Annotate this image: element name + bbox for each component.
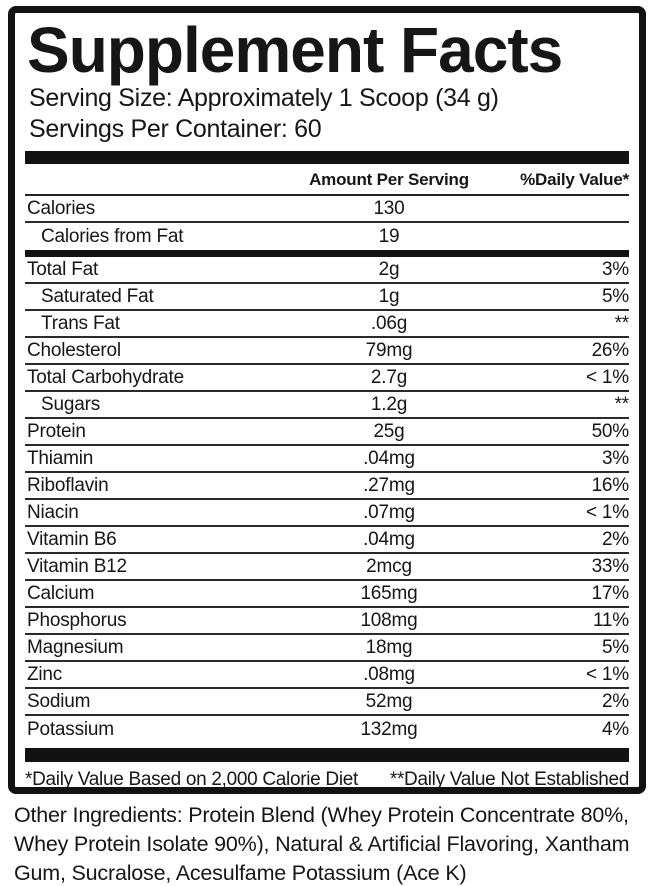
nutrient-name: Magnesium xyxy=(27,636,124,658)
not-established-footnote: **Daily Value Not Established xyxy=(389,769,629,790)
nutrient-name: Calories xyxy=(27,197,96,219)
top-divider-bar xyxy=(25,151,629,164)
nutrient-amount: 2mcg xyxy=(366,555,412,577)
footnotes-row: *Daily Value Based on 2,000 Calorie Diet… xyxy=(25,762,629,791)
nutrient-amount: 2g xyxy=(378,258,400,280)
nutrient-name: Calories from Fat xyxy=(41,225,184,247)
supplement-facts-panel: Supplement Facts Serving Size: Approxima… xyxy=(8,6,646,794)
nutrient-name: Sodium xyxy=(27,690,91,712)
nutrient-name: Vitamin B6 xyxy=(27,528,117,550)
nutrient-row: Trans Fat .06g ** xyxy=(25,311,629,338)
nutrient-name: Thiamin xyxy=(27,447,94,469)
nutrient-amount: 130 xyxy=(373,197,405,219)
nutrient-amount: 108mg xyxy=(360,609,418,631)
nutrient-name: Calcium xyxy=(27,582,95,604)
nutrient-row: Magnesium 18mg 5% xyxy=(25,635,629,662)
nutrient-amount: 25g xyxy=(373,420,405,442)
mid-divider-bar xyxy=(25,250,629,257)
nutrient-daily-value: < 1% xyxy=(585,663,629,685)
nutrient-row: Sodium 52mg 2% xyxy=(25,689,629,716)
amount-per-serving-header: Amount Per Serving xyxy=(309,170,469,189)
nutrient-row: Calcium 165mg 17% xyxy=(25,581,629,608)
nutrient-row: Total Fat 2g 3% xyxy=(25,257,629,284)
nutrient-row: Calories 130 xyxy=(25,196,629,223)
nutrient-daily-value: 50% xyxy=(591,420,630,442)
nutrient-name: Zinc xyxy=(27,663,63,685)
nutrient-name: Total Fat xyxy=(27,258,99,280)
nutrient-name: Saturated Fat xyxy=(41,285,154,307)
daily-value-header: %Daily Value* xyxy=(520,170,629,189)
nutrient-daily-value: 26% xyxy=(591,339,630,361)
nutrient-daily-value: 5% xyxy=(601,636,629,658)
bottom-divider-bar xyxy=(25,748,629,762)
nutrient-name: Niacin xyxy=(27,501,79,523)
nutrient-row: Riboflavin .27mg 16% xyxy=(25,473,629,500)
nutrient-amount: .06g xyxy=(370,312,408,334)
nutrient-daily-value: 2% xyxy=(601,528,629,550)
nutrient-row: Niacin .07mg < 1% xyxy=(25,500,629,527)
nutrient-daily-value: ** xyxy=(614,312,630,334)
nutrient-row: Thiamin .04mg 3% xyxy=(25,446,629,473)
nutrient-daily-value: 11% xyxy=(592,609,629,631)
nutrient-daily-value: 3% xyxy=(601,447,629,469)
nutrient-row: Saturated Fat 1g 5% xyxy=(25,284,629,311)
nutrient-daily-value: 17% xyxy=(591,582,630,604)
nutrient-name: Protein xyxy=(27,420,86,442)
nutrient-amount: .07mg xyxy=(363,501,415,523)
nutrient-name: Phosphorus xyxy=(27,609,127,631)
nutrient-row: Potassium 132mg 4% xyxy=(25,716,629,743)
nutrient-amount: .27mg xyxy=(363,474,415,496)
nutrient-row: Vitamin B12 2mcg 33% xyxy=(25,554,629,581)
servings-per-container-text: Servings Per Container: 60 xyxy=(29,115,322,143)
nutrient-amount: 2.7g xyxy=(370,366,408,388)
nutrient-name: Potassium xyxy=(27,718,114,740)
nutrient-amount: .04mg xyxy=(363,447,415,469)
table-header-row: Amount Per Serving %Daily Value* xyxy=(25,164,629,196)
nutrient-amount: 52mg xyxy=(365,690,413,712)
nutrient-daily-value: 2% xyxy=(601,690,629,712)
nutrient-name: Vitamin B12 xyxy=(27,555,127,577)
nutrient-row: Zinc .08mg < 1% xyxy=(25,662,629,689)
nutrient-row: Protein 25g 50% xyxy=(25,419,629,446)
nutrient-amount: 132mg xyxy=(360,718,418,740)
nutrient-amount: 79mg xyxy=(365,339,413,361)
nutrient-name: Trans Fat xyxy=(41,312,120,334)
serving-size-text: Serving Size: Approximately 1 Scoop (34 … xyxy=(29,84,499,112)
nutrient-daily-value: < 1% xyxy=(585,366,629,388)
daily-value-footnote: *Daily Value Based on 2,000 Calorie Diet xyxy=(25,769,359,790)
nutrient-amount: .04mg xyxy=(363,528,415,550)
nutrient-daily-value: 16% xyxy=(591,474,630,496)
nutrient-amount: 165mg xyxy=(360,582,418,604)
nutrient-daily-value: ** xyxy=(614,393,630,415)
nutrient-amount: .08mg xyxy=(363,663,415,685)
nutrient-daily-value: 5% xyxy=(601,285,629,307)
nutrient-amount: 18mg xyxy=(365,636,413,658)
nutrient-row: Cholesterol 79mg 26% xyxy=(25,338,629,365)
nutrient-row: Total Carbohydrate 2.7g < 1% xyxy=(25,365,629,392)
nutrient-daily-value: 4% xyxy=(601,718,629,740)
nutrient-name: Riboflavin xyxy=(27,474,109,496)
nutrient-row: Sugars 1.2g ** xyxy=(25,392,629,419)
other-ingredients-text: Other Ingredients: Protein Blend (Whey P… xyxy=(14,803,630,885)
nutrient-name: Cholesterol xyxy=(27,339,121,361)
nutrient-name: Total Carbohydrate xyxy=(27,366,184,388)
nutrient-row: Calories from Fat 19 xyxy=(25,223,629,250)
nutrient-amount: 19 xyxy=(378,225,400,247)
nutrient-rows: Calories 130 Calories from Fat 19 Total Fat 2… xyxy=(25,196,629,743)
nutrient-amount: 1.2g xyxy=(370,393,408,415)
nutrient-daily-value: 3% xyxy=(601,258,629,280)
nutrient-row: Vitamin B6 .04mg 2% xyxy=(25,527,629,554)
nutrient-daily-value: 33% xyxy=(591,555,630,577)
nutrient-amount: 1g xyxy=(378,285,400,307)
nutrient-name: Sugars xyxy=(41,393,101,415)
nutrient-row: Phosphorus 108mg 11% xyxy=(25,608,629,635)
panel-title: Supplement Facts xyxy=(27,14,563,86)
nutrient-daily-value: < 1% xyxy=(585,501,629,523)
